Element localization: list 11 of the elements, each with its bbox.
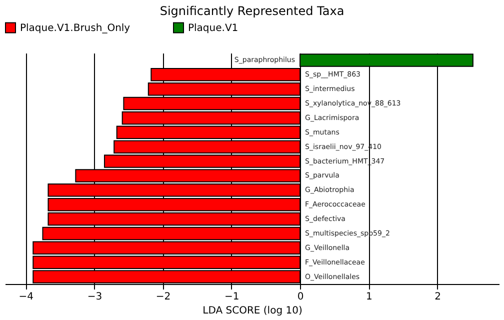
x-tick-label: 2 <box>434 292 441 302</box>
x-tick-label: −1 <box>224 292 240 302</box>
legend-label: Plaque.V1.Brush_Only <box>20 22 130 34</box>
x-tick-label: 0 <box>297 292 304 302</box>
legend-label: Plaque.V1 <box>188 22 238 34</box>
x-axis-title: LDA SCORE (log 10) <box>202 306 302 316</box>
x-tick-label: 1 <box>366 292 372 302</box>
x-tick-label: −3 <box>87 292 102 302</box>
x-tick-label: −4 <box>18 292 34 302</box>
chart-title: Significantly Represented Taxa <box>160 4 344 18</box>
x-tick-label: −2 <box>156 292 171 302</box>
